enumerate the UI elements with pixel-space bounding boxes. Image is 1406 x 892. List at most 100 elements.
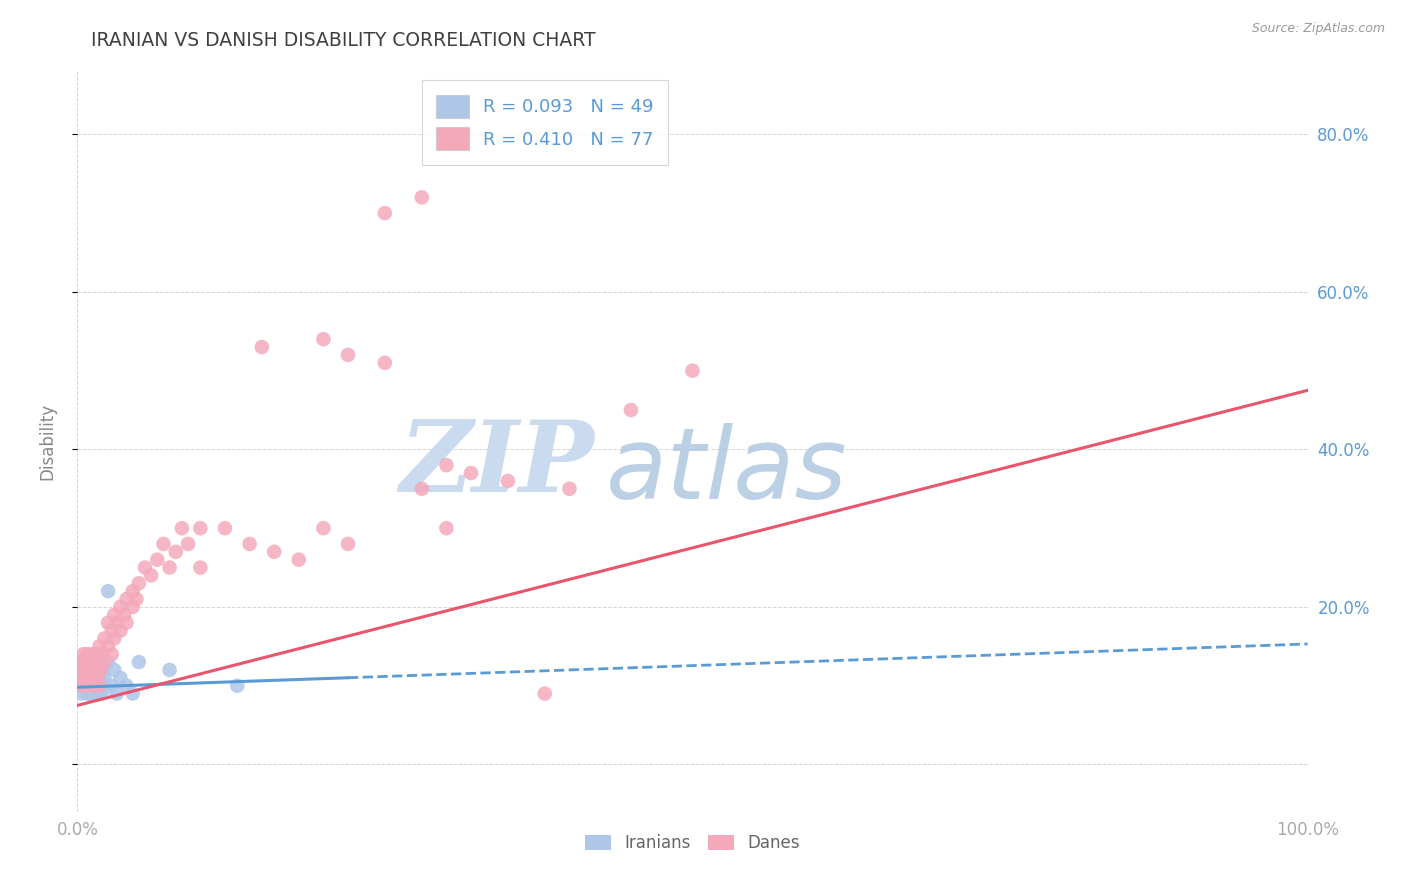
Point <box>73 671 96 685</box>
Point <box>82 671 104 685</box>
Text: ZIP: ZIP <box>399 416 595 512</box>
Point <box>82 663 104 677</box>
Point <box>75 655 97 669</box>
Point <box>159 663 181 677</box>
Point <box>134 560 156 574</box>
Point <box>75 679 97 693</box>
Point <box>84 663 107 677</box>
Point <box>239 537 262 551</box>
Point <box>460 466 482 480</box>
Text: atlas: atlas <box>606 423 848 520</box>
Point <box>121 687 143 701</box>
Point <box>128 655 150 669</box>
Point <box>79 663 101 677</box>
Point <box>101 679 124 693</box>
Point <box>97 640 120 654</box>
Point <box>76 671 98 685</box>
Point <box>496 474 519 488</box>
Point <box>73 655 96 669</box>
Point <box>84 663 107 677</box>
Point <box>83 679 105 693</box>
Point <box>128 576 150 591</box>
Point <box>67 679 90 693</box>
Point <box>79 655 101 669</box>
Point <box>79 671 101 685</box>
Point <box>76 647 98 661</box>
Point <box>121 584 143 599</box>
Point <box>115 615 138 630</box>
Point <box>89 679 111 693</box>
Point <box>534 687 557 701</box>
Point <box>103 632 125 646</box>
Point <box>75 663 97 677</box>
Point <box>312 521 335 535</box>
Point <box>170 521 193 535</box>
Point <box>312 332 335 346</box>
Point <box>89 640 111 654</box>
Point <box>93 671 115 685</box>
Point <box>105 687 128 701</box>
Point <box>77 663 100 677</box>
Point <box>288 552 311 566</box>
Point <box>70 663 93 677</box>
Point <box>90 663 112 677</box>
Point <box>152 537 174 551</box>
Point <box>250 340 273 354</box>
Point <box>84 647 107 661</box>
Point <box>72 679 94 693</box>
Point <box>90 647 114 661</box>
Point <box>110 624 132 638</box>
Point <box>82 679 104 693</box>
Point <box>620 403 643 417</box>
Point <box>90 687 114 701</box>
Point <box>436 521 458 535</box>
Point <box>72 663 94 677</box>
Point <box>115 592 138 607</box>
Point <box>103 607 125 622</box>
Text: IRANIAN VS DANISH DISABILITY CORRELATION CHART: IRANIAN VS DANISH DISABILITY CORRELATION… <box>91 31 596 50</box>
Point <box>82 663 104 677</box>
Text: Source: ZipAtlas.com: Source: ZipAtlas.com <box>1251 22 1385 36</box>
Point <box>89 679 111 693</box>
Point <box>93 632 115 646</box>
Point <box>110 599 132 614</box>
Point <box>86 671 108 685</box>
Point <box>188 521 212 535</box>
Point <box>86 671 108 685</box>
Point <box>69 671 91 685</box>
Point <box>70 679 93 693</box>
Point <box>97 584 120 599</box>
Point <box>72 655 94 669</box>
Point <box>84 679 107 693</box>
Point <box>337 348 360 362</box>
Point <box>76 687 98 701</box>
Point <box>101 624 124 638</box>
Point <box>105 615 128 630</box>
Point <box>90 655 112 669</box>
Point <box>69 671 91 685</box>
Point <box>73 671 96 685</box>
Point <box>79 687 101 701</box>
Point <box>177 537 200 551</box>
Point <box>125 592 148 607</box>
Point <box>80 647 103 661</box>
Point <box>411 190 433 204</box>
Point <box>188 560 212 574</box>
Point <box>87 687 110 701</box>
Point <box>77 679 100 693</box>
Point <box>90 663 114 677</box>
Y-axis label: Disability: Disability <box>38 403 56 480</box>
Point <box>226 679 249 693</box>
Point <box>67 663 90 677</box>
Point <box>75 679 97 693</box>
Point <box>93 655 115 669</box>
Point <box>82 671 104 685</box>
Point <box>103 663 125 677</box>
Point <box>82 655 104 669</box>
Point <box>374 356 396 370</box>
Point <box>436 458 458 472</box>
Point <box>93 679 115 693</box>
Point <box>110 671 132 685</box>
Point <box>214 521 236 535</box>
Point <box>682 364 704 378</box>
